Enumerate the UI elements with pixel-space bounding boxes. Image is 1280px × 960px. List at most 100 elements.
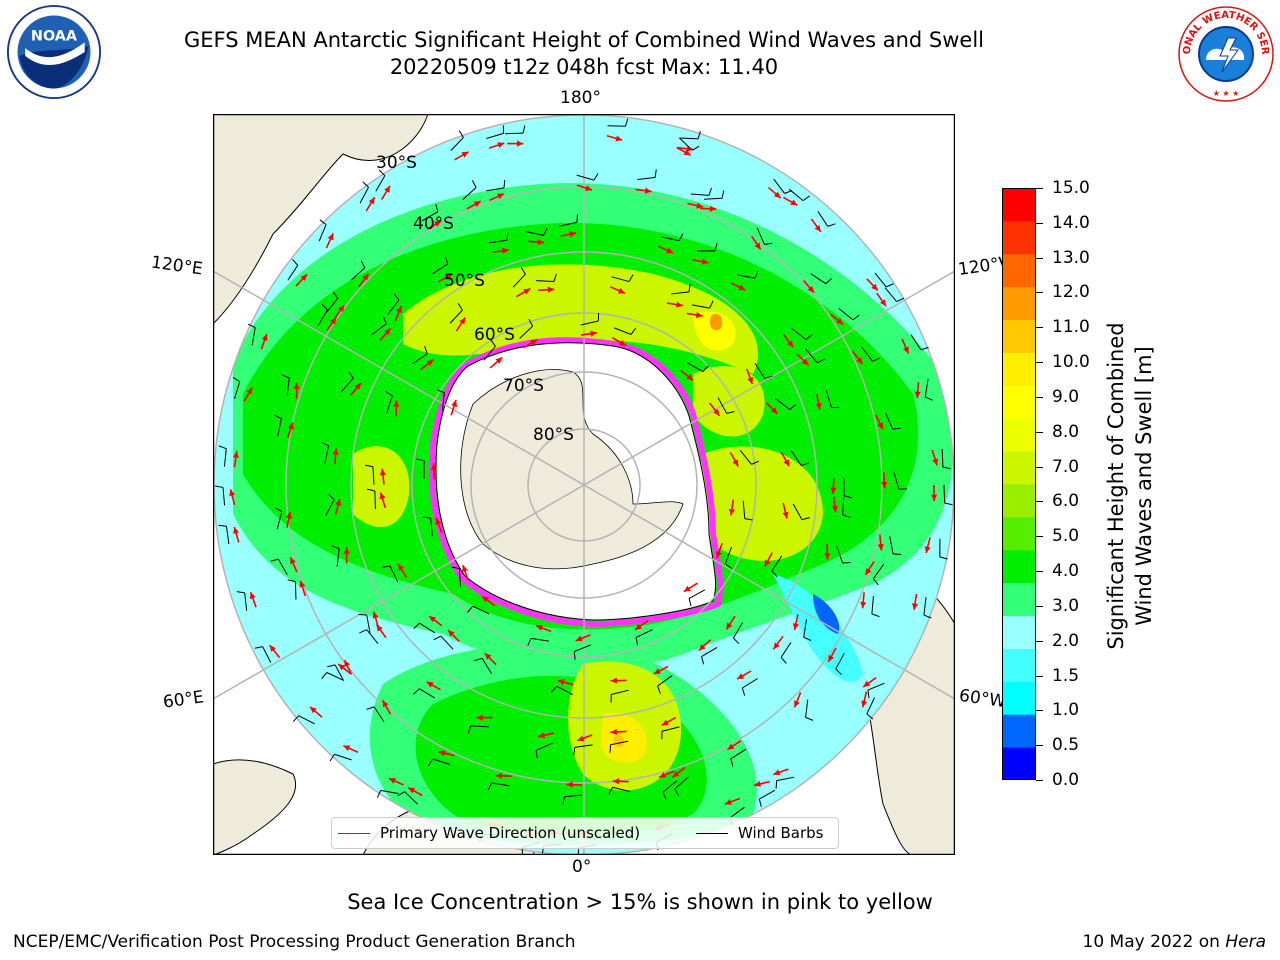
wave-arrow (876, 292, 887, 307)
wave-arrow (388, 777, 404, 786)
wind-barb (366, 706, 385, 723)
wind-barb (535, 742, 553, 759)
wind-barb (412, 345, 428, 365)
colorbar-tick-mark (1036, 257, 1043, 259)
wind-barb (366, 488, 376, 509)
wave-arrow (753, 780, 770, 787)
wave-arrow (830, 477, 837, 495)
wave-arrow (393, 400, 400, 417)
wave-arrow (666, 301, 683, 308)
wind-barb (381, 565, 399, 583)
wave-arrow (343, 547, 350, 564)
wind-barb (364, 464, 375, 485)
legend-barb-line (696, 832, 728, 834)
wind-barb (792, 503, 810, 521)
wave-arrow (773, 768, 789, 776)
wave-arrow (575, 634, 591, 642)
wind-barb (704, 190, 725, 200)
wind-barb (610, 689, 629, 703)
wave-arrow (611, 337, 627, 347)
wave-arrow (700, 205, 717, 212)
wind-barb (893, 471, 907, 490)
colorbar-tick-mark (1036, 362, 1043, 364)
colorbar-cell (1002, 385, 1036, 419)
wind-barb (637, 169, 657, 181)
wind-barb (674, 776, 689, 797)
colorbar-tick-mark (1036, 501, 1043, 503)
wave-arrow (334, 304, 345, 319)
wave-arrow (901, 338, 910, 354)
wave-arrow (394, 305, 403, 322)
legend-wave-direction: Primary Wave Direction (unscaled) (338, 824, 640, 842)
colorbar-tick-label: 0.5 (1052, 735, 1080, 756)
wave-arrow (260, 333, 268, 350)
colorbar-tick-mark (1036, 222, 1043, 224)
wave-arrow (830, 313, 844, 326)
wave-arrow (492, 247, 509, 254)
wind-barb (462, 180, 477, 201)
wave-arrow (447, 629, 460, 642)
wave-arrow (379, 468, 386, 485)
wave-arrow (229, 489, 236, 506)
machine-name: Hera (1225, 932, 1266, 952)
colorbar-cell (1002, 286, 1036, 321)
wave-arrow (767, 186, 782, 199)
lon-label-180: 180° (560, 88, 601, 108)
wave-arrow (420, 359, 434, 371)
wave-arrow (764, 552, 773, 567)
wind-barb (884, 287, 905, 302)
wave-arrow (661, 716, 677, 727)
wind-barb (701, 647, 718, 665)
wave-arrow (365, 196, 376, 212)
colorbar-tick-label: 0.0 (1052, 770, 1080, 790)
wind-barb (924, 379, 933, 401)
wave-arrow (489, 193, 505, 202)
colorbar-tick-mark (1036, 396, 1043, 398)
wind-barb (686, 362, 709, 373)
map-legend: Primary Wave Direction (unscaled) Wind B… (331, 817, 839, 849)
wave-arrow (537, 732, 554, 739)
wind-barb (287, 579, 297, 600)
sea-ice-edge (428, 337, 724, 628)
wind-barb (671, 283, 691, 295)
wind-barb (326, 291, 339, 313)
wind-barb (321, 441, 330, 464)
wind-barb (436, 389, 445, 411)
wind-barb (281, 374, 290, 396)
wave-arrow (635, 187, 652, 194)
colorbar-label-line2: Wind Waves and Swell [m] (1132, 346, 1156, 626)
colorbar (1002, 188, 1036, 780)
wave-arrow (428, 615, 443, 627)
wave-arrow (877, 534, 884, 551)
wave-arrow (454, 151, 469, 161)
wind-barb (397, 791, 418, 805)
lat-label-70s: 70°S (503, 376, 544, 396)
wind-barb (871, 595, 880, 618)
wind-barb (803, 619, 812, 641)
wind-barb (688, 589, 706, 607)
wave-arrow (269, 644, 281, 659)
colorbar-tick-label: 4.0 (1052, 561, 1080, 582)
colorbar-tick-mark (1036, 605, 1043, 607)
nws-logo: NATIONAL WEATHER SERVICE ★ ★ ★ (1176, 4, 1274, 102)
wind-barb (519, 318, 534, 339)
wind-barb (474, 657, 493, 674)
legend-wave-label: Primary Wave Direction (unscaled) (380, 824, 641, 842)
wave-arrow (379, 492, 387, 509)
colorbar-tick-mark (1036, 780, 1043, 781)
colorbar-tick-label: 5.0 (1052, 526, 1080, 547)
wave-arrow (606, 134, 623, 142)
wind-barb (810, 273, 833, 285)
wind-barb (351, 260, 366, 281)
lon-label-0: 0° (572, 857, 592, 877)
wind-barb (742, 500, 753, 521)
wave-arrow (309, 706, 323, 718)
wave-arrow (358, 273, 370, 288)
wind-barb (525, 228, 548, 236)
colorbar-tick-label: 11.0 (1052, 317, 1090, 338)
wave-arrow (610, 677, 627, 684)
wind-barb (866, 697, 875, 720)
wind-barb (358, 613, 371, 633)
wave-arrow (462, 564, 469, 581)
wave-arrow (827, 647, 837, 663)
